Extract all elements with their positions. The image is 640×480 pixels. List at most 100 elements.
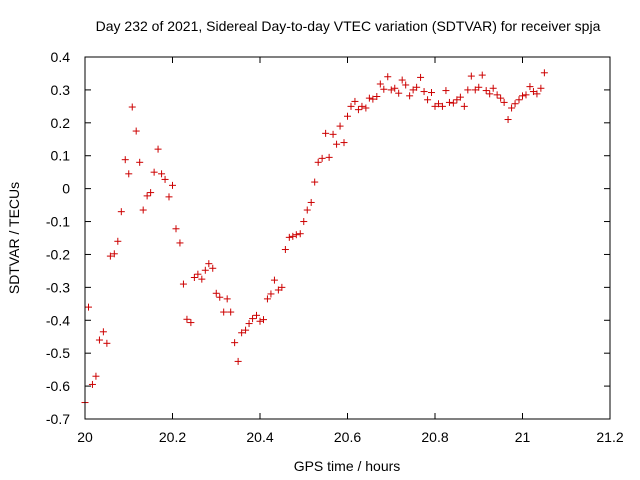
data-point bbox=[154, 145, 162, 153]
data-point bbox=[110, 250, 118, 258]
data-point bbox=[391, 84, 399, 92]
data-point bbox=[482, 87, 490, 95]
x-tick-label: 20.2 bbox=[159, 429, 186, 445]
y-tick-label: 0.2 bbox=[51, 115, 71, 131]
y-tick-label: -0.4 bbox=[46, 312, 70, 328]
data-point bbox=[99, 328, 107, 336]
data-point bbox=[395, 89, 403, 97]
data-point bbox=[245, 320, 253, 328]
data-point bbox=[307, 198, 315, 206]
data-point bbox=[413, 83, 421, 91]
data-point bbox=[220, 308, 228, 316]
data-point bbox=[88, 380, 96, 388]
data-point bbox=[92, 372, 100, 380]
data-point bbox=[351, 97, 359, 105]
data-point bbox=[95, 336, 103, 344]
data-point bbox=[420, 88, 428, 96]
data-point bbox=[344, 112, 351, 120]
data-point bbox=[314, 158, 322, 166]
x-tick-label: 21.2 bbox=[596, 429, 623, 445]
data-point bbox=[318, 154, 326, 162]
data-point bbox=[143, 192, 151, 200]
data-point bbox=[369, 95, 377, 103]
data-point bbox=[347, 102, 355, 110]
data-point bbox=[270, 276, 278, 284]
data-point bbox=[281, 246, 289, 254]
data-point bbox=[253, 311, 260, 319]
data-point bbox=[205, 260, 213, 268]
y-tick-label: 0 bbox=[62, 181, 70, 197]
data-point bbox=[216, 293, 224, 301]
data-point bbox=[456, 93, 464, 101]
data-point bbox=[384, 73, 392, 81]
data-point bbox=[358, 102, 366, 110]
data-point bbox=[128, 103, 136, 111]
data-point bbox=[158, 170, 166, 178]
data-point bbox=[493, 91, 501, 99]
data-point bbox=[402, 81, 410, 89]
chart-title: Day 232 of 2021, Sidereal Day-to-day VTE… bbox=[96, 18, 601, 34]
data-point bbox=[300, 218, 308, 226]
y-tick-label: 0.4 bbox=[51, 49, 71, 65]
data-point bbox=[533, 90, 541, 98]
data-points bbox=[81, 69, 548, 407]
data-point bbox=[511, 100, 519, 108]
data-point bbox=[106, 252, 114, 260]
data-point bbox=[526, 83, 534, 91]
data-point bbox=[380, 85, 388, 93]
data-point bbox=[464, 86, 472, 94]
data-point bbox=[169, 181, 176, 189]
data-point bbox=[424, 96, 432, 104]
data-point bbox=[132, 127, 140, 135]
data-point bbox=[198, 275, 206, 283]
data-point bbox=[292, 231, 300, 239]
data-point bbox=[117, 208, 125, 216]
data-point bbox=[125, 170, 133, 178]
y-tick-label: 0.3 bbox=[51, 82, 71, 98]
data-point bbox=[329, 130, 337, 138]
data-point bbox=[322, 129, 330, 137]
y-axis-label: SDTVAR / TECUs bbox=[6, 182, 22, 294]
data-point bbox=[438, 102, 446, 110]
data-point bbox=[187, 319, 195, 327]
data-point bbox=[190, 273, 198, 281]
data-point bbox=[179, 280, 187, 288]
y-tick-label: -0.5 bbox=[46, 345, 70, 361]
data-point bbox=[238, 329, 246, 337]
data-point bbox=[303, 206, 311, 214]
data-point bbox=[449, 99, 457, 107]
data-point bbox=[263, 295, 271, 303]
data-point bbox=[176, 239, 184, 247]
data-point bbox=[231, 339, 239, 347]
data-point bbox=[85, 303, 92, 311]
data-point bbox=[460, 102, 468, 110]
x-tick-label: 20.6 bbox=[334, 429, 361, 445]
data-point bbox=[504, 116, 512, 124]
data-point bbox=[161, 175, 169, 183]
data-point bbox=[508, 104, 516, 112]
data-point bbox=[497, 94, 505, 102]
plot-frame bbox=[84, 56, 611, 420]
y-tick-label: -0.6 bbox=[46, 378, 70, 394]
data-point bbox=[406, 92, 414, 100]
data-point bbox=[209, 264, 217, 272]
x-tick-labels: 20 20.2 20.4 20.6 20.8 21 21.2 bbox=[77, 429, 624, 445]
x-axis-label: GPS time / hours bbox=[294, 458, 401, 474]
data-point bbox=[256, 317, 264, 325]
data-point bbox=[227, 308, 235, 316]
data-point bbox=[201, 266, 209, 274]
y-tick-label: -0.3 bbox=[46, 279, 70, 295]
data-point bbox=[537, 84, 545, 92]
data-point bbox=[212, 289, 220, 297]
data-point bbox=[285, 233, 293, 241]
data-point bbox=[267, 290, 275, 298]
data-point bbox=[103, 339, 111, 347]
data-point bbox=[475, 83, 483, 91]
data-point bbox=[515, 96, 523, 104]
data-point bbox=[136, 158, 144, 166]
data-point bbox=[478, 71, 486, 79]
data-point bbox=[150, 168, 158, 176]
x-tick-label: 20 bbox=[77, 429, 93, 445]
y-tick-labels: -0.7 -0.6 -0.5 -0.4 -0.3 -0.2 -0.1 0 0.1 0.2 0.3 0.… bbox=[46, 49, 70, 427]
